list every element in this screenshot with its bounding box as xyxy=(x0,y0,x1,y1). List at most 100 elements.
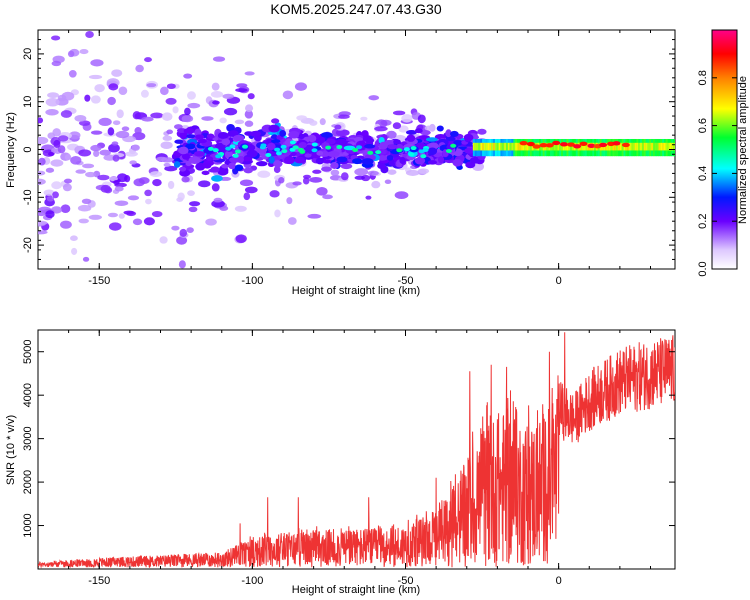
spectrogram-cell xyxy=(581,142,584,151)
spectrogram-cell xyxy=(450,130,459,137)
chart-title: KOM5.2025.247.07.43.G30 xyxy=(270,1,441,17)
spectrogram-cell xyxy=(364,144,376,149)
spectrogram-cell xyxy=(587,143,596,148)
spectrogram-cell xyxy=(162,135,173,141)
spectrogram-cell xyxy=(286,197,293,205)
spectrogram-cell xyxy=(82,256,90,262)
spectrogram-cell xyxy=(513,142,516,151)
spectrogram-cell xyxy=(107,96,116,106)
spectrogram-cell xyxy=(356,145,363,150)
spectrogram-cell xyxy=(296,115,308,121)
spectrogram-cell xyxy=(273,160,283,168)
spectrogram-cell xyxy=(47,92,59,99)
spectrogram-cell xyxy=(187,102,201,109)
spectrogram-cell xyxy=(172,106,179,114)
spectrogram-cell xyxy=(85,31,94,39)
spectrogram-cell xyxy=(474,142,477,151)
spectrogram-cell xyxy=(266,138,273,144)
spectrogram-cell xyxy=(605,142,608,151)
spectrogram-cell xyxy=(234,205,247,212)
spectrogram-cell xyxy=(367,170,379,176)
spectrogram-cell xyxy=(394,191,409,200)
spectrogram-cell xyxy=(584,142,588,151)
spectrogram-cell xyxy=(532,144,541,149)
spectrogram-cell xyxy=(219,117,227,124)
spectrogram-cell xyxy=(671,142,674,151)
spectrogram-cell xyxy=(322,194,333,200)
spectrogram-cell xyxy=(271,118,280,124)
spectrogram-cell xyxy=(365,195,372,200)
spectrogram-cell xyxy=(184,107,191,116)
spectrogram-cell xyxy=(401,114,413,123)
spectrogram-cell xyxy=(630,142,634,151)
spectrogram-cell xyxy=(144,57,152,63)
spectrogram-cell xyxy=(425,137,438,142)
spectrogram-cell xyxy=(502,142,505,151)
spectrogram-cell xyxy=(608,142,612,151)
snr-xtick-label: -50 xyxy=(398,575,414,587)
spectrogram-cell xyxy=(133,178,145,187)
spectrogram-cell xyxy=(88,214,102,220)
spectrogram-ylabel: Frequency (Hz) xyxy=(5,112,17,188)
spectrogram-cell xyxy=(375,150,382,155)
spectrogram-cell xyxy=(179,131,188,140)
spectrogram-cell xyxy=(662,142,665,151)
spectrogram-cell xyxy=(353,137,363,142)
spectrogram-xtick-label: -100 xyxy=(241,275,263,287)
spectrogram-cell xyxy=(201,116,214,121)
spectrogram-cell xyxy=(149,171,163,177)
spectrogram-cell xyxy=(477,128,487,135)
spectrogram-cell xyxy=(377,162,386,170)
spectrogram-cell xyxy=(311,142,318,147)
spectrogram-cell xyxy=(424,125,433,131)
spectrogram-cell xyxy=(288,131,300,139)
spectrogram-cell xyxy=(396,148,403,153)
spectrogram-cell xyxy=(131,144,140,151)
spectrogram-cell xyxy=(206,133,215,139)
spectrogram-cell xyxy=(552,140,561,146)
snr-xlabel: Height of straight line (km) xyxy=(292,584,420,596)
spectrogram-cell xyxy=(90,130,103,135)
spectrogram-cell xyxy=(176,197,184,202)
spectrogram-cell xyxy=(398,125,409,133)
spectrogram-cell xyxy=(38,220,48,226)
spectrogram-cell xyxy=(298,133,305,140)
spectrogram-cell xyxy=(287,217,297,225)
spectrogram-cell xyxy=(403,147,410,152)
spectrogram-cell xyxy=(634,142,637,151)
spectrogram-cell xyxy=(522,142,525,151)
spectrogram-cell xyxy=(247,93,255,100)
spectrogram-cell xyxy=(38,157,46,166)
spectrogram-cell xyxy=(392,122,402,130)
spectrogram-cell xyxy=(239,179,254,187)
spectrogram-cell xyxy=(660,142,663,151)
spectrogram-cell xyxy=(365,137,375,143)
spectrogram-cell xyxy=(387,169,397,175)
spectrogram-cell xyxy=(316,187,328,196)
snr-ytick-label: 2000 xyxy=(22,470,34,494)
spectrogram-cell xyxy=(213,197,223,203)
spectrogram-cell xyxy=(420,130,431,136)
spectrogram-panel: -150 -100 -50 0 20 10 0 -10 -20 Height of straig… xyxy=(5,29,676,297)
spectrogram-cell xyxy=(179,166,187,172)
spectrogram-cell xyxy=(257,170,271,178)
spectrogram-cell xyxy=(45,167,55,173)
spectrogram-cell xyxy=(212,100,220,105)
spectrogram-cell xyxy=(323,159,332,164)
spectrogram-cell xyxy=(307,213,322,219)
spectrogram-cell xyxy=(78,218,89,224)
spectrogram-cell xyxy=(182,163,195,169)
spectrogram-cell xyxy=(610,142,613,151)
spectrogram-cell xyxy=(386,154,394,161)
spectrogram-cell xyxy=(352,158,363,165)
colorbar-tick-label: 0.2 xyxy=(697,214,709,229)
spectrogram-cell xyxy=(367,150,374,155)
spectrogram-cell xyxy=(524,142,527,151)
spectrogram-cell xyxy=(116,109,124,119)
spectrogram-cell xyxy=(621,142,630,148)
spectrogram-cell xyxy=(320,132,333,138)
spectrogram-cell xyxy=(111,141,119,146)
spectrogram-cell xyxy=(62,183,72,192)
spectrogram-cell xyxy=(171,225,180,231)
spectrogram-cell xyxy=(167,180,175,190)
